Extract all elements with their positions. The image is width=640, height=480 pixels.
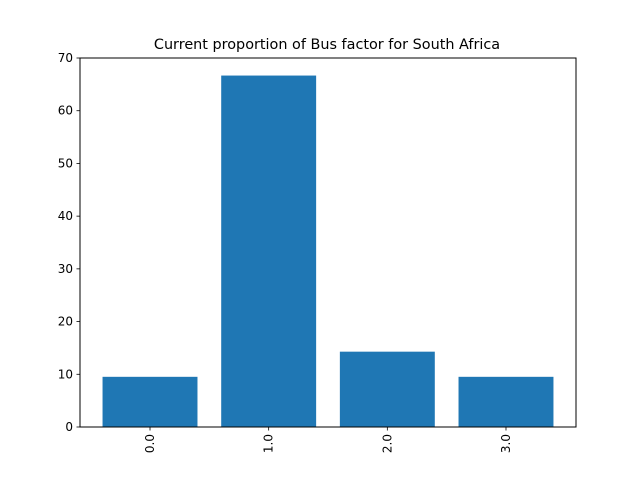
y-tick-label: 20: [58, 315, 73, 329]
y-tick-label: 70: [58, 51, 73, 65]
y-tick-label: 40: [58, 209, 73, 223]
x-axis: 0.0 1.0 2.0 3.0: [143, 427, 513, 453]
y-tick-label: 50: [58, 156, 73, 170]
bar-2.0: [339, 351, 435, 427]
y-tick-label: 10: [58, 367, 73, 381]
x-tick-label: 0.0: [143, 434, 157, 453]
plot-frame: [79, 57, 577, 428]
y-tick-label: 0: [65, 420, 73, 434]
bar-0.0: [102, 376, 198, 427]
y-tick-label: 60: [58, 104, 73, 118]
x-tick-label: 1.0: [262, 434, 276, 453]
y-axis: 0 10 20 30 40 50 60 70: [58, 51, 80, 434]
bar-1.0: [221, 75, 317, 427]
chart-title: Current proportion of Bus factor for Sou…: [154, 37, 500, 53]
bars-group: [102, 75, 554, 427]
x-tick-label: 2.0: [380, 434, 394, 453]
bar-3.0: [458, 376, 554, 427]
x-tick-label: 3.0: [499, 434, 513, 453]
y-tick-label: 30: [58, 262, 73, 276]
